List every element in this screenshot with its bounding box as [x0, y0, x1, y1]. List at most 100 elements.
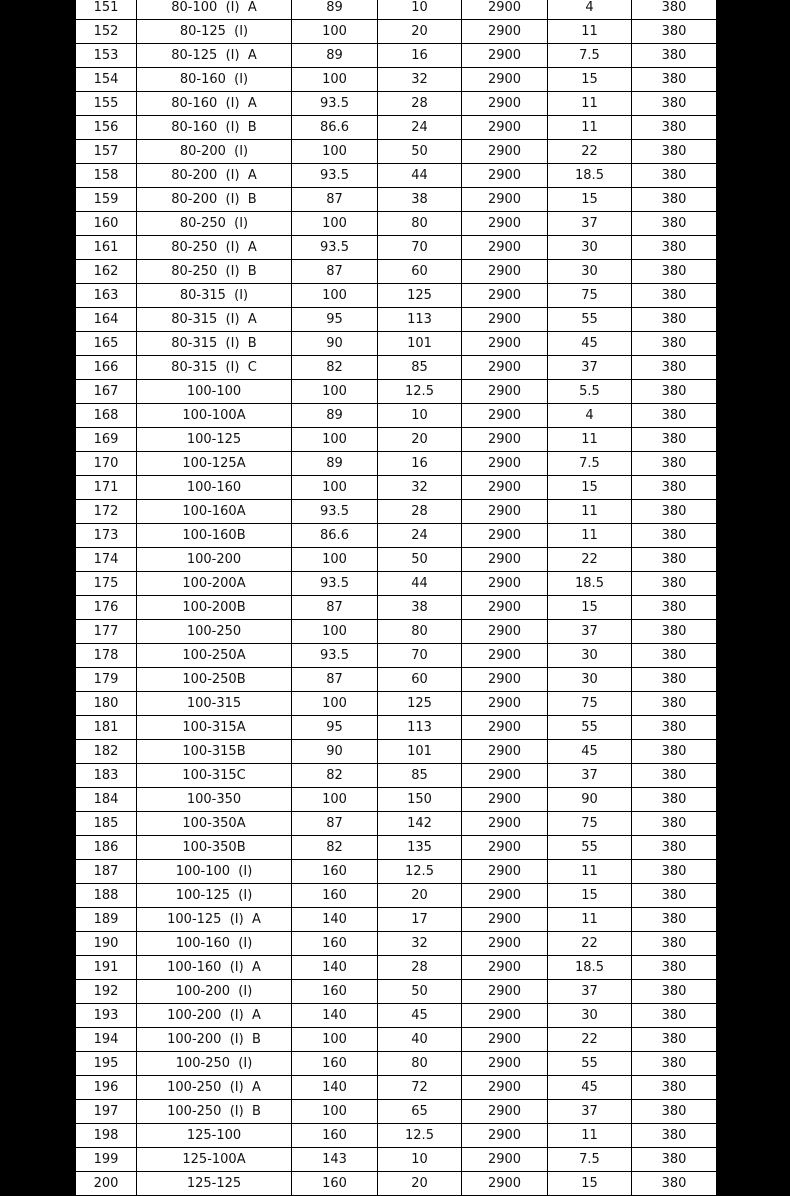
table-row: 190 100-160 (I) 160 32 2900 22 380 [75, 931, 717, 956]
cell-flow: 100 [291, 1099, 378, 1124]
cell-model: 100-200 (I) [136, 979, 292, 1004]
cell-flow: 95 [291, 715, 378, 740]
cell-power: 37 [547, 1099, 632, 1124]
cell-speed: 2900 [461, 979, 548, 1004]
cell-voltage: 380 [631, 667, 717, 692]
cell-voltage: 380 [631, 907, 717, 932]
cell-voltage: 380 [631, 451, 717, 476]
table-row: 162 80-250 (I) B 87 60 2900 30 380 [75, 259, 717, 284]
cell-model: 100-200 (I) B [136, 1027, 292, 1052]
cell-model: 100-160 (I) A [136, 955, 292, 980]
cell-speed: 2900 [461, 259, 548, 284]
cell-model: 125-125 [136, 1171, 292, 1196]
cell-flow: 160 [291, 883, 378, 908]
cell-power: 11 [547, 907, 632, 932]
cell-speed: 2900 [461, 19, 548, 44]
cell-power: 15 [547, 187, 632, 212]
cell-model: 100-250 (I) A [136, 1075, 292, 1100]
cell-head: 45 [377, 1003, 462, 1028]
cell-speed: 2900 [461, 1075, 548, 1100]
cell-speed: 2900 [461, 499, 548, 524]
cell-flow: 82 [291, 835, 378, 860]
cell-head: 125 [377, 283, 462, 308]
cell-voltage: 380 [631, 307, 717, 332]
table-row: 153 80-125 (I) A 89 16 2900 7.5 380 [75, 43, 717, 68]
cell-model: 80-200 (I) [136, 139, 292, 164]
cell-voltage: 380 [631, 955, 717, 980]
cell-row-number: 189 [75, 907, 137, 932]
cell-speed: 2900 [461, 403, 548, 428]
cell-model: 100-250A [136, 643, 292, 668]
table-row: 182 100-315B 90 101 2900 45 380 [75, 739, 717, 764]
cell-speed: 2900 [461, 307, 548, 332]
cell-flow: 160 [291, 1171, 378, 1196]
cell-flow: 86.6 [291, 523, 378, 548]
cell-power: 55 [547, 1051, 632, 1076]
cell-flow: 87 [291, 595, 378, 620]
cell-speed: 2900 [461, 739, 548, 764]
cell-row-number: 200 [75, 1171, 137, 1196]
cell-head: 20 [377, 883, 462, 908]
cell-voltage: 380 [631, 331, 717, 356]
cell-head: 10 [377, 403, 462, 428]
cell-power: 22 [547, 139, 632, 164]
cell-row-number: 174 [75, 547, 137, 572]
cell-head: 80 [377, 619, 462, 644]
cell-speed: 2900 [461, 859, 548, 884]
table-row: 173 100-160B 86.6 24 2900 11 380 [75, 523, 717, 548]
cell-voltage: 380 [631, 403, 717, 428]
cell-model: 100-160B [136, 523, 292, 548]
cell-row-number: 171 [75, 475, 137, 500]
cell-head: 70 [377, 235, 462, 260]
table-row: 151 80-100 (I) A 89 10 2900 4 380 [75, 0, 717, 20]
pump-spec-table: 151 80-100 (I) A 89 10 2900 4 380 152 80-125 (I)… [75, 0, 717, 1196]
cell-speed: 2900 [461, 955, 548, 980]
cell-voltage: 380 [631, 859, 717, 884]
cell-power: 7.5 [547, 451, 632, 476]
cell-row-number: 199 [75, 1147, 137, 1172]
cell-voltage: 380 [631, 187, 717, 212]
table-row: 166 80-315 (I) C 82 85 2900 37 380 [75, 355, 717, 380]
cell-voltage: 380 [631, 355, 717, 380]
cell-model: 100-250 (I) [136, 1051, 292, 1076]
table-row: 175 100-200A 93.5 44 2900 18.5 380 [75, 571, 717, 596]
cell-model: 100-100A [136, 403, 292, 428]
cell-model: 100-250B [136, 667, 292, 692]
cell-row-number: 194 [75, 1027, 137, 1052]
cell-power: 45 [547, 331, 632, 356]
cell-row-number: 173 [75, 523, 137, 548]
table-row: 167 100-100 100 12.5 2900 5.5 380 [75, 379, 717, 404]
cell-power: 55 [547, 835, 632, 860]
cell-speed: 2900 [461, 715, 548, 740]
cell-flow: 140 [291, 955, 378, 980]
cell-model: 100-250 (I) B [136, 1099, 292, 1124]
cell-model: 80-100 (I) A [136, 0, 292, 20]
cell-power: 22 [547, 931, 632, 956]
cell-row-number: 176 [75, 595, 137, 620]
cell-speed: 2900 [461, 523, 548, 548]
table-row: 176 100-200B 87 38 2900 15 380 [75, 595, 717, 620]
cell-voltage: 380 [631, 619, 717, 644]
cell-speed: 2900 [461, 331, 548, 356]
cell-row-number: 185 [75, 811, 137, 836]
table-row: 189 100-125 (I) A 140 17 2900 11 380 [75, 907, 717, 932]
cell-flow: 100 [291, 547, 378, 572]
cell-speed: 2900 [461, 667, 548, 692]
cell-voltage: 380 [631, 115, 717, 140]
cell-head: 80 [377, 211, 462, 236]
cell-voltage: 380 [631, 379, 717, 404]
cell-row-number: 158 [75, 163, 137, 188]
cell-row-number: 167 [75, 379, 137, 404]
cell-voltage: 380 [631, 1027, 717, 1052]
cell-voltage: 380 [631, 787, 717, 812]
cell-power: 75 [547, 283, 632, 308]
cell-flow: 89 [291, 0, 378, 20]
table-row: 188 100-125 (I) 160 20 2900 15 380 [75, 883, 717, 908]
cell-voltage: 380 [631, 139, 717, 164]
cell-speed: 2900 [461, 379, 548, 404]
cell-model: 80-160 (I) A [136, 91, 292, 116]
cell-voltage: 380 [631, 811, 717, 836]
cell-voltage: 380 [631, 1075, 717, 1100]
cell-row-number: 172 [75, 499, 137, 524]
cell-model: 100-125 [136, 427, 292, 452]
